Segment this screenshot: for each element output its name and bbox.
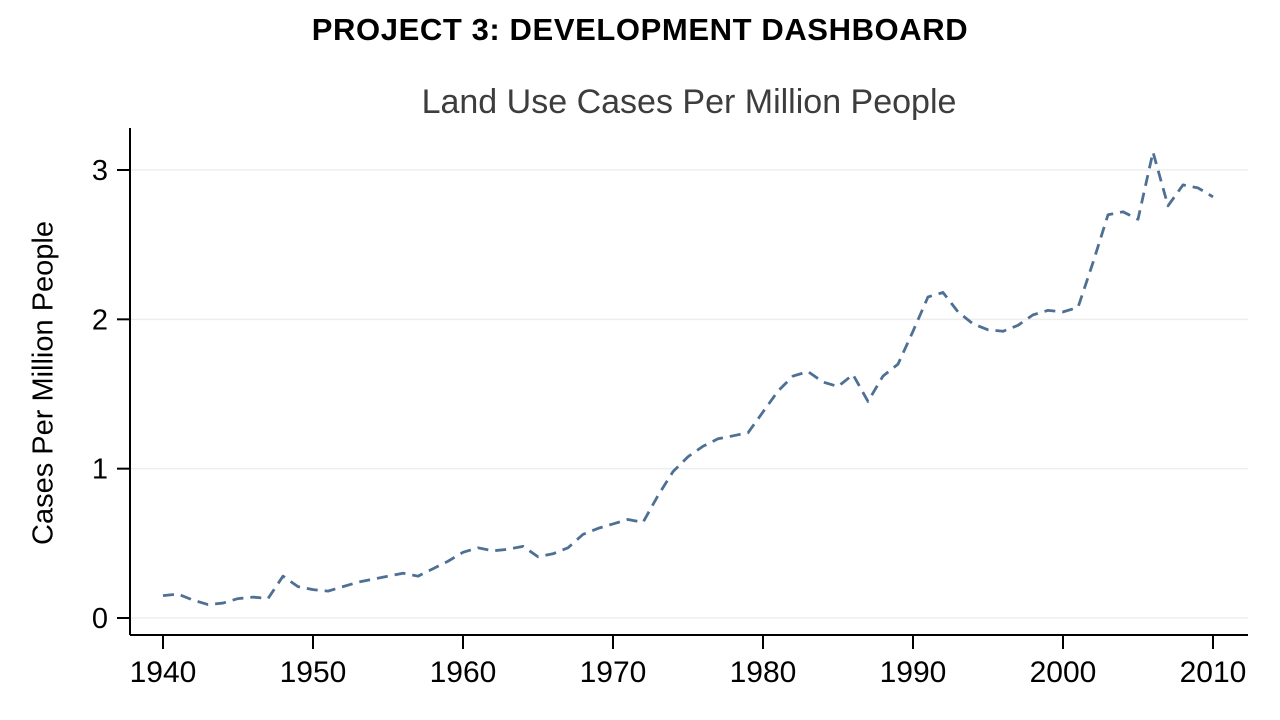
y-tick-label: 0 xyxy=(92,603,108,635)
x-tick-label: 1990 xyxy=(880,656,947,689)
y-tick-label: 1 xyxy=(92,454,108,486)
line-chart-plot: 0 1 2 3 1940 1950 1960 1970 1980 1990 2000 2010 xyxy=(92,128,1248,689)
x-tick-label: 1950 xyxy=(280,656,347,689)
y-tick-label: 3 xyxy=(92,155,108,187)
chart-title: Land Use Cases Per Million People xyxy=(421,83,957,121)
x-tick-label: 1960 xyxy=(430,656,497,689)
page-title: PROJECT 3: DEVELOPMENT DASHBOARD xyxy=(311,12,969,47)
x-tick-label: 2010 xyxy=(1180,656,1247,689)
x-tick-label: 1980 xyxy=(730,656,797,689)
y-tick-label: 2 xyxy=(92,304,108,336)
x-tick-label: 1940 xyxy=(130,656,197,689)
data-series-line xyxy=(162,150,1214,606)
x-tick-label: 1970 xyxy=(580,656,647,689)
x-tick-label: 2000 xyxy=(1030,656,1097,689)
